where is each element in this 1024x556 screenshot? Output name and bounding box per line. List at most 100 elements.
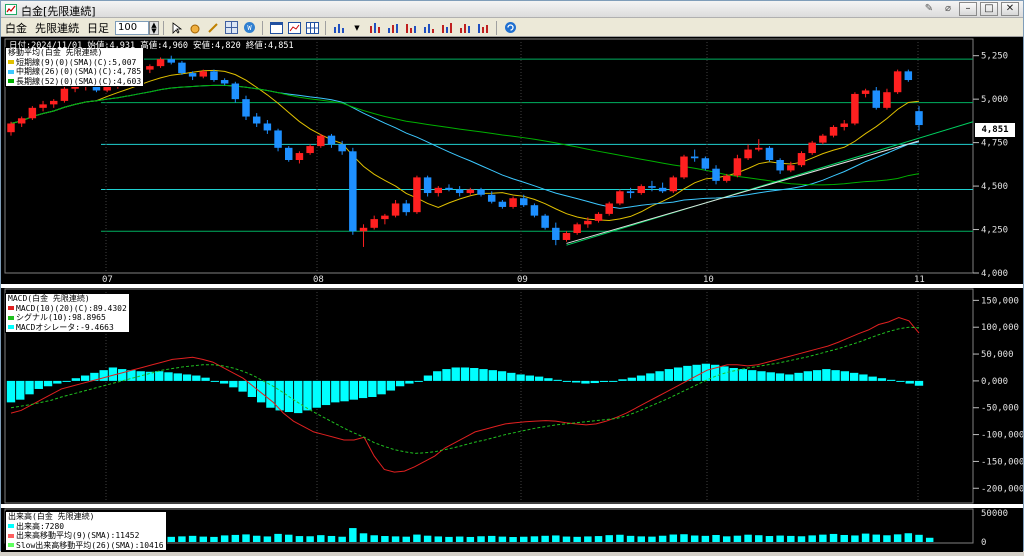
maximize-button[interactable]: □ — [980, 2, 998, 16]
macd-oscillator-bar — [210, 380, 220, 382]
volume-bar — [338, 536, 346, 542]
draw-line-icon[interactable] — [205, 20, 221, 35]
volume-bar — [925, 537, 934, 542]
volume-bar — [594, 536, 603, 542]
volume-bar — [893, 534, 902, 542]
indicator-icon-5[interactable] — [439, 20, 455, 35]
indicator-icon-1[interactable] — [367, 20, 383, 35]
candle-body — [829, 126, 838, 136]
macd-oscillator-bar — [43, 380, 53, 387]
macd-oscillator-bar — [766, 372, 775, 381]
chart-area[interactable]: 5,250 5,000 4,750 4,500 4,250 4,000 07 08 09 10 11… — [1, 37, 1024, 552]
commodity-label[interactable]: 白金 — [5, 21, 27, 35]
contract-label[interactable]: 先限連続 — [35, 21, 79, 35]
candle-body — [327, 135, 336, 145]
volume-bar — [776, 535, 784, 542]
indicator-icon-2[interactable] — [385, 20, 401, 35]
macd-oscillator-bar — [859, 374, 868, 381]
macd-oscillator-bar — [451, 367, 460, 381]
macd-oscillator-bar — [395, 380, 405, 387]
macd-oscillator-bar — [6, 380, 16, 403]
refresh-icon[interactable] — [502, 20, 518, 35]
crosshair-icon[interactable] — [223, 20, 239, 35]
legend-swatch — [8, 306, 14, 311]
indicator-icon-3[interactable] — [403, 20, 419, 35]
macd-oscillator-bar — [590, 380, 599, 384]
pen-icon[interactable]: ✎ — [924, 3, 934, 14]
candle-body — [466, 189, 475, 194]
chart-window-icon[interactable] — [286, 20, 302, 35]
current-price-label: 4,851 — [975, 123, 1015, 137]
indicator-icon-7[interactable] — [475, 20, 491, 35]
volume-bar — [861, 533, 870, 542]
candle-body — [520, 198, 528, 206]
attach-icon[interactable]: ⌀ — [944, 3, 952, 14]
indicator-icon-6[interactable] — [457, 20, 473, 35]
volume-bar — [541, 535, 549, 542]
macd-oscillator-bar — [627, 377, 636, 381]
macd-oscillator-bar — [34, 380, 43, 389]
candle-body — [242, 99, 250, 117]
cursor-icon[interactable] — [169, 20, 185, 35]
close-button[interactable]: ✕ — [1001, 2, 1019, 16]
macd-oscillator-bar — [62, 380, 71, 382]
zoom-icon[interactable]: W — [241, 20, 257, 35]
macd-oscillator-bar — [516, 374, 525, 381]
minimize-button[interactable]: – — [959, 2, 977, 16]
candle-body — [477, 189, 485, 195]
legend-swatch — [8, 60, 14, 65]
candle-body — [210, 71, 218, 81]
candle-body — [722, 175, 731, 181]
macd-oscillator-bar — [71, 378, 81, 381]
macd-oscillator-bar — [192, 375, 201, 381]
indicator-icon-4[interactable] — [421, 20, 437, 35]
macd-oscillator-bar — [479, 369, 488, 381]
window-controls: ✎ ⌀ – □ ✕ — [921, 2, 1019, 16]
volume-legend[interactable]: 出来高(白金 先限連続) 出来高:7280 出来高移動平均(9)(SMA):11… — [5, 511, 167, 551]
volume-bar — [680, 534, 688, 542]
macd-oscillator-bar — [377, 380, 386, 395]
window-icon[interactable] — [268, 20, 284, 35]
macd-oscillator-bar — [673, 367, 683, 381]
volume-slow-ma-label: Slow出来高移動平均(26)(SMA):10416 — [16, 540, 164, 550]
macd-oscillator-bar — [470, 368, 479, 381]
candle-body — [498, 201, 507, 207]
macd-oscillator-bar — [16, 380, 25, 400]
legend-swatch — [8, 69, 14, 74]
count-input[interactable]: 100 — [115, 20, 149, 35]
volume-bar — [295, 536, 304, 542]
macd-oscillator-bar — [803, 371, 812, 381]
macd-oscillator-bar — [822, 369, 831, 381]
ma-legend[interactable]: 移動平均(白金 先限連続) 短期線(9)(0)(SMA)(C):5,007 中期… — [5, 47, 145, 87]
macd-tick-label: 150,000 — [981, 296, 1019, 306]
macd-oscillator-bar — [312, 380, 321, 408]
volume-label: 出来高:7280 — [16, 521, 65, 531]
candle-body — [562, 233, 571, 240]
grid-icon[interactable] — [304, 20, 320, 35]
candle-body — [17, 118, 26, 124]
macd-oscillator-bar — [544, 378, 553, 381]
macd-oscillator-bar — [182, 374, 192, 381]
count-spinner[interactable]: ▲ ▼ — [149, 20, 159, 35]
candle-body — [274, 130, 282, 148]
volume-bar — [669, 534, 678, 542]
candle-body — [167, 59, 175, 63]
price-tick-label: 5,000 — [981, 95, 1008, 105]
macd-oscillator-bar — [164, 372, 173, 381]
macd-legend[interactable]: MACD(白金 先限連続) MACD(10)(20)(C):89.4302 シグ… — [5, 293, 130, 333]
bar-chart-icon[interactable] — [331, 20, 347, 35]
volume-bar — [455, 536, 464, 542]
chart-canvas[interactable]: 5,250 5,000 4,750 4,500 4,250 4,000 07 08 09 10 11… — [1, 37, 1024, 552]
volume-bar — [167, 536, 175, 542]
period-label[interactable]: 日足 — [87, 21, 109, 35]
hand-icon[interactable] — [187, 20, 203, 35]
volume-bar — [199, 536, 208, 542]
candle-body — [840, 123, 848, 127]
legend-swatch — [8, 79, 14, 84]
price-tick-label: 4,750 — [981, 139, 1008, 149]
candle-body — [680, 156, 688, 178]
dropdown-arrow-icon[interactable]: ▼ — [354, 23, 360, 32]
volume-bar — [391, 536, 400, 542]
candle-body — [690, 156, 699, 159]
candle-body — [872, 90, 881, 108]
